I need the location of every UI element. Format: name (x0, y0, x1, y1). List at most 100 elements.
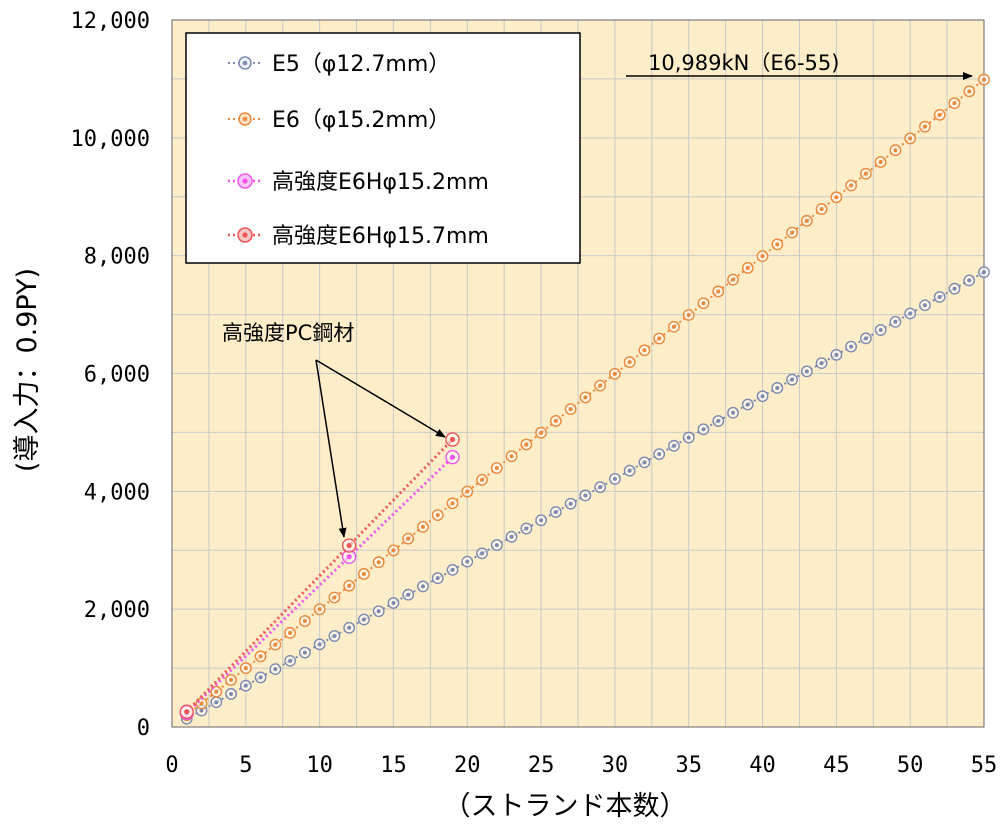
legend-swatch-marker-dot (242, 116, 248, 122)
data-point-dot-e5 (435, 576, 440, 581)
data-point-dot-e6 (775, 242, 780, 247)
data-point-dot-e5 (450, 567, 455, 572)
data-point-dot-e6 (420, 524, 425, 529)
data-point-dot-e6 (583, 395, 588, 400)
data-point-dot-e5 (288, 658, 293, 663)
data-point-dot-e5 (598, 485, 603, 490)
data-point-dot-e5 (361, 617, 366, 622)
data-point-dot-e6 (258, 654, 263, 659)
data-point-dot-e5 (834, 352, 839, 357)
data-point-dot-e5 (671, 443, 676, 448)
series-e6h157 (179, 432, 460, 719)
y-tick-label: 6,000 (84, 363, 150, 388)
x-tick-label: 15 (380, 753, 407, 778)
annotation-max-value-text: 10,989kN（E6-55) (648, 51, 839, 75)
data-point-dot-e6 (273, 642, 278, 647)
y-tick-label: 2,000 (84, 598, 150, 623)
legend-swatch-marker-dot (242, 232, 248, 238)
legend-label-e6h152: 高強度E6Hφ15.2mm (272, 170, 489, 195)
data-point-dot-e6 (671, 324, 676, 329)
legend-item-e6h152: 高強度E6Hφ15.2mm (228, 170, 489, 195)
data-point-dot-e5 (952, 286, 957, 291)
data-point-dot-e6 (465, 489, 470, 494)
data-point-dot-e5 (553, 509, 558, 514)
data-point-dot-e5 (214, 700, 219, 705)
data-point-dot-e6 (539, 430, 544, 435)
data-point-dot-e6 (657, 336, 662, 341)
data-point-dot-e5 (731, 410, 736, 415)
x-tick-label: 35 (675, 753, 702, 778)
data-point-dot-e6 (361, 571, 366, 576)
data-point-dot-e6 (908, 136, 913, 141)
y-axis-title: (導入力：0.9PY) (12, 268, 43, 472)
series-e5 (180, 266, 990, 725)
data-point-dot-e5 (568, 501, 573, 506)
data-point-dot-e5 (849, 344, 854, 349)
data-point-dot-e5 (657, 452, 662, 457)
data-point-dot-e6 (524, 442, 529, 447)
data-point-dot-e6h152 (346, 554, 352, 560)
data-point-dot-e6 (804, 218, 809, 223)
data-point-dot-e6 (745, 265, 750, 270)
data-point-dot-e5 (804, 369, 809, 374)
data-point-dot-e6 (701, 301, 706, 306)
data-point-dot-e5 (243, 683, 248, 688)
data-point-dot-e6h157 (184, 709, 190, 715)
data-point-dot-e5 (332, 634, 337, 639)
x-tick-label: 20 (454, 753, 481, 778)
x-tick-label: 40 (749, 753, 776, 778)
x-tick-label: 10 (306, 753, 333, 778)
data-point-dot-e5 (494, 543, 499, 548)
data-point-dot-e6h157 (449, 436, 456, 443)
data-point-dot-e5 (627, 468, 632, 473)
legend-item-e5: E5（φ12.7mm） (228, 52, 450, 77)
data-point-dot-e5 (420, 584, 425, 589)
data-point-dot-e6 (391, 548, 396, 553)
data-point-dot-e6 (376, 560, 381, 565)
x-tick-label: 55 (971, 753, 998, 778)
data-point-dot-e5 (317, 642, 322, 647)
data-point-dot-e6 (922, 124, 927, 129)
x-tick-label: 25 (528, 753, 555, 778)
data-point-dot-e5 (937, 294, 942, 299)
data-point-dot-e6 (480, 477, 485, 482)
data-point-dot-e6 (893, 148, 898, 153)
data-point-dot-e6 (790, 230, 795, 235)
data-point-dot-e5 (539, 518, 544, 523)
data-point-dot-e6 (760, 254, 765, 259)
data-point-dot-e5 (583, 493, 588, 498)
annotation-max-value: 10,989kN（E6-55) (626, 51, 973, 80)
legend: E5（φ12.7mm） E6（φ15.2mm） 高強度E6Hφ15.2mm 高強… (185, 32, 581, 264)
data-point-dot-e5 (819, 361, 824, 366)
data-point-dot-e5 (760, 394, 765, 399)
data-point-dot-e6 (937, 112, 942, 117)
data-point-dot-e6 (686, 312, 691, 317)
x-tick-label: 50 (897, 753, 924, 778)
data-point-dot-e6h152 (449, 454, 456, 460)
data-point-dot-e6 (243, 666, 248, 671)
data-point-dot-e6 (952, 101, 957, 106)
data-point-dot-e5 (893, 319, 898, 324)
data-point-dot-e5 (273, 667, 278, 672)
data-point-dot-e6 (612, 371, 617, 376)
data-point-dot-e6 (229, 677, 234, 682)
y-tick-label: 10,000 (71, 127, 150, 152)
y-tick-label: 4,000 (84, 480, 150, 505)
data-point-dot-e6 (642, 348, 647, 353)
x-tick-label: 0 (165, 753, 178, 778)
legend-label-e6h157: 高強度E6Hφ15.7mm (272, 224, 489, 249)
data-point-dot-e6 (288, 630, 293, 635)
data-point-dot-e6 (598, 383, 603, 388)
legend-item-e6: E6（φ15.2mm） (228, 108, 450, 133)
data-point-dot-e6 (568, 407, 573, 412)
data-point-dot-e6 (819, 207, 824, 212)
data-point-dot-e5 (922, 303, 927, 308)
annotation-high-strength: 高強度PC鋼材 (222, 321, 446, 538)
x-tick-label: 5 (239, 753, 252, 778)
series-e6 (180, 73, 990, 722)
data-point-dot-e6 (878, 159, 883, 164)
data-point-dot-e5 (701, 427, 706, 432)
data-point-dot-e5 (480, 551, 485, 556)
data-point-dot-e6 (450, 501, 455, 506)
data-point-dot-e5 (967, 278, 972, 283)
